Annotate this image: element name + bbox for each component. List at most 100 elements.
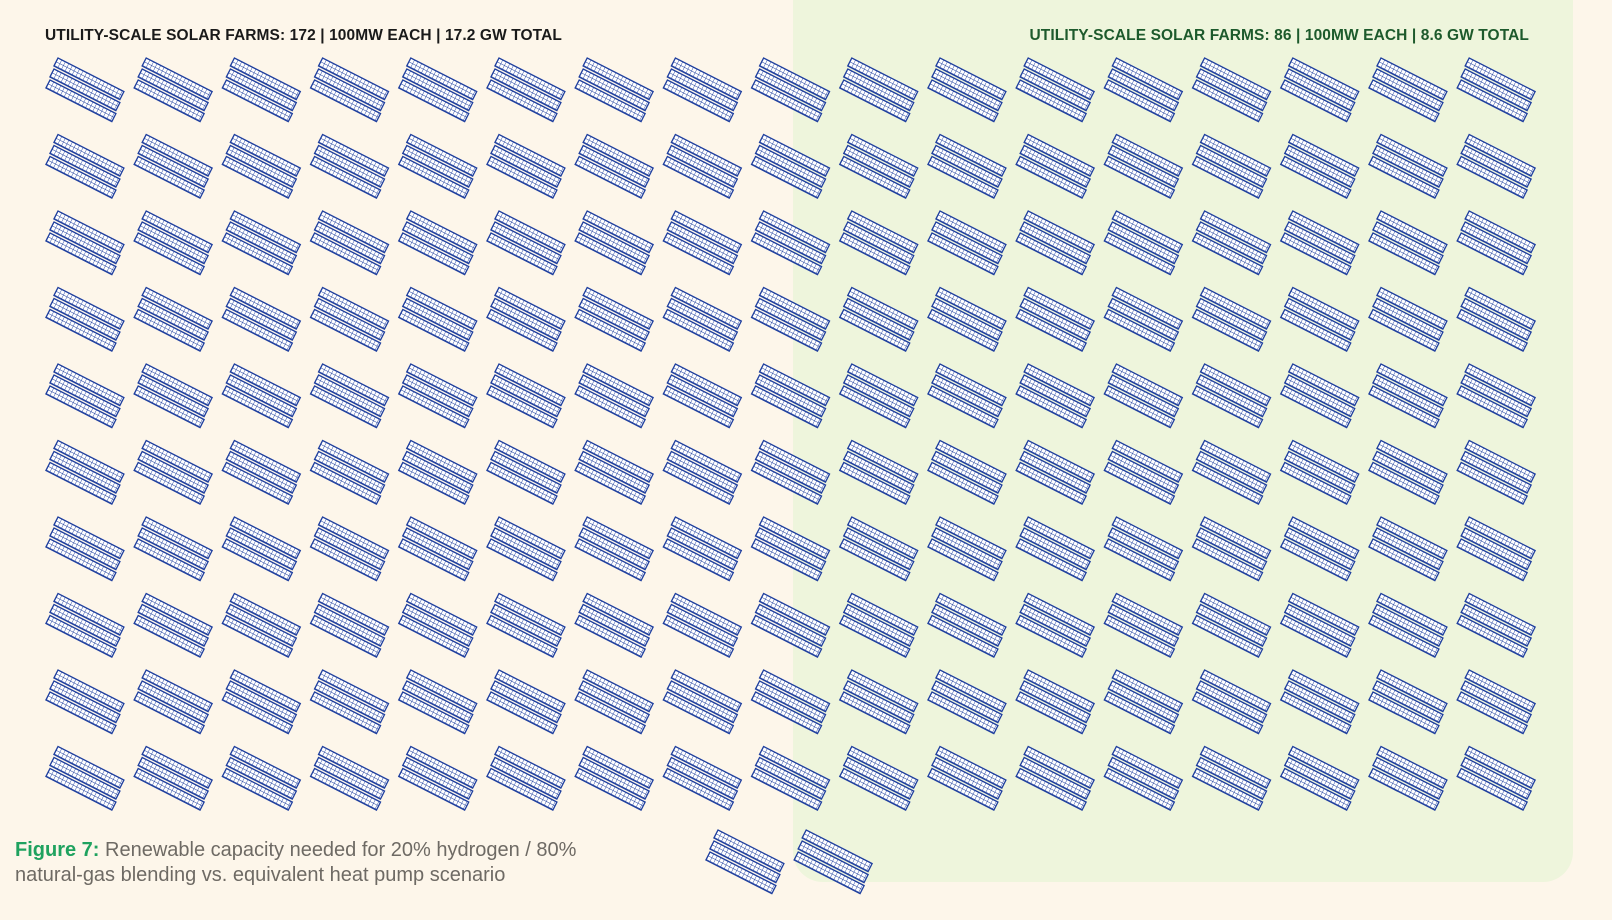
solar-farm-icon: [793, 829, 873, 895]
solar-farm-icon: [309, 133, 390, 199]
solar-farm-icon: [398, 592, 478, 658]
solar-farm-icon: [486, 439, 566, 505]
solar-farm-icon: [662, 516, 742, 582]
solar-farm-icon: [750, 363, 831, 429]
solar-farm-icon: [662, 286, 742, 352]
solar-farm-icon: [1280, 363, 1360, 429]
solar-farm-icon: [1015, 210, 1095, 276]
solar-farm-icon: [839, 363, 919, 429]
solar-farm-icon: [839, 592, 919, 658]
solar-farm-icon: [133, 745, 213, 811]
solar-farm-icon: [1015, 745, 1095, 811]
solar-farm-icon: [927, 286, 1007, 352]
heat-pump-scenario-panel: [793, 0, 1573, 882]
figure-caption: Figure 7: Renewable capacity needed for …: [15, 838, 635, 888]
solar-farm-icon: [309, 745, 390, 811]
solar-farm-icon: [1103, 363, 1183, 429]
solar-farm-icon: [486, 669, 566, 735]
solar-farm-icon: [486, 592, 566, 658]
solar-farm-icon: [662, 133, 742, 199]
solar-farm-icon: [486, 57, 566, 123]
solar-farm-icon: [1103, 57, 1183, 123]
solar-farm-icon: [927, 669, 1007, 735]
solar-farm-icon: [309, 439, 390, 505]
solar-farm-icon: [45, 592, 125, 658]
solar-farm-icon: [1191, 439, 1272, 505]
solar-farm-icon: [221, 439, 301, 505]
solar-farm-icon: [45, 363, 125, 429]
solar-farm-icon: [45, 210, 125, 276]
solar-farm-icon: [309, 210, 390, 276]
solar-farm-icon: [1015, 439, 1095, 505]
solar-farm-icon: [1368, 592, 1448, 658]
solar-farm-icon: [309, 516, 390, 582]
solar-farm-icon: [1280, 286, 1360, 352]
solar-farm-icon: [1280, 57, 1360, 123]
solar-farm-icon: [839, 669, 919, 735]
solar-farm-icon: [574, 57, 654, 123]
solar-farm-icon: [927, 133, 1007, 199]
solar-farm-icon: [1191, 210, 1272, 276]
solar-farm-icon: [398, 286, 478, 352]
solar-farm-icon: [398, 669, 478, 735]
solar-farm-icon: [750, 286, 831, 352]
solar-farm-icon: [574, 669, 654, 735]
solar-farm-icon: [45, 286, 125, 352]
solar-farm-icon: [1191, 592, 1272, 658]
solar-farm-icon: [1368, 133, 1448, 199]
solar-farm-icon: [309, 592, 390, 658]
solar-farm-icon: [927, 363, 1007, 429]
solar-farm-icon: [574, 133, 654, 199]
solar-farm-icon: [1280, 669, 1360, 735]
solar-farm-icon: [486, 286, 566, 352]
solar-farm-icon: [1015, 669, 1095, 735]
solar-farm-icon: [1280, 210, 1360, 276]
solar-farm-icon: [45, 133, 125, 199]
solar-farm-icon: [574, 592, 654, 658]
solar-farm-icon: [1103, 592, 1183, 658]
solar-farm-icon: [1456, 516, 1536, 582]
solar-farm-icon: [839, 286, 919, 352]
solar-farm-icon: [486, 210, 566, 276]
solar-farm-icon: [45, 57, 125, 123]
solar-farm-icon: [927, 745, 1007, 811]
solar-farm-icon: [1368, 439, 1448, 505]
solar-farm-icon: [1103, 439, 1183, 505]
figure-caption-text: Renewable capacity needed for 20% hydrog…: [15, 839, 577, 886]
solar-farm-icon: [133, 363, 213, 429]
solar-farm-icon: [750, 669, 831, 735]
solar-farm-icon: [574, 286, 654, 352]
solar-farm-icon: [1103, 516, 1183, 582]
solar-farm-icon: [486, 363, 566, 429]
solar-farm-icon: [45, 669, 125, 735]
solar-farm-icon: [839, 439, 919, 505]
solar-farm-icon: [221, 210, 301, 276]
solar-farm-icon: [221, 57, 301, 123]
solar-farm-icon: [662, 592, 742, 658]
solar-farm-icon: [927, 592, 1007, 658]
solar-farm-icon: [45, 439, 125, 505]
solar-farm-icon: [1456, 363, 1536, 429]
solar-farm-icon: [1015, 286, 1095, 352]
solar-farm-icon: [1103, 133, 1183, 199]
solar-farm-icon: [662, 210, 742, 276]
solar-farm-icon: [486, 516, 566, 582]
solar-farm-icon: [705, 829, 785, 895]
solar-farm-icon: [1280, 592, 1360, 658]
solar-farm-icon: [486, 133, 566, 199]
solar-farm-icon: [398, 745, 478, 811]
solar-farm-icon: [839, 57, 919, 123]
solar-farm-icon: [839, 745, 919, 811]
solar-farm-icon: [1456, 669, 1536, 735]
solar-farm-icon: [927, 516, 1007, 582]
solar-farm-icon: [1103, 669, 1183, 735]
solar-farm-icon: [309, 57, 390, 123]
solar-farm-icon: [839, 210, 919, 276]
solar-farm-icon: [221, 516, 301, 582]
solar-farm-icon: [750, 592, 831, 658]
solar-farm-icon: [1368, 210, 1448, 276]
solar-farm-icon: [574, 745, 654, 811]
solar-farm-icon: [1015, 133, 1095, 199]
solar-farm-icon: [486, 745, 566, 811]
solar-farm-icon: [1280, 516, 1360, 582]
